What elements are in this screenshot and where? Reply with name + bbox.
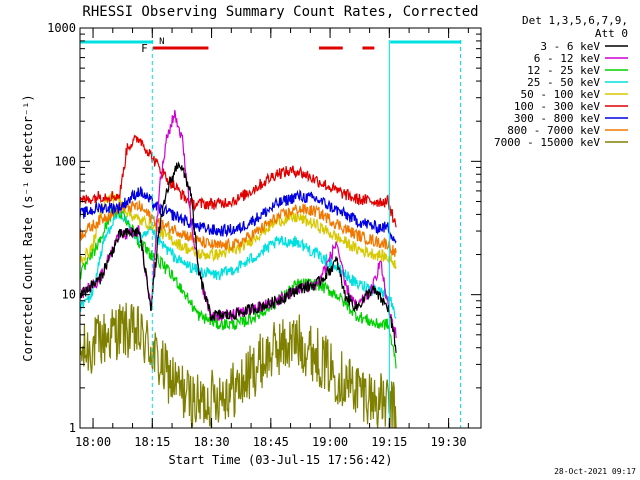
y-tick-label: 1 xyxy=(69,421,76,435)
y-tick-label: 1000 xyxy=(47,21,76,35)
y-tick-label: 10 xyxy=(62,288,76,302)
y-tick-label: 100 xyxy=(54,154,76,168)
x-tick-label: 19:15 xyxy=(371,435,407,449)
chart-title: RHESSI Observing Summary Count Rates, Co… xyxy=(82,4,478,20)
series-line-12-25-keV xyxy=(80,203,397,369)
legend-header: Det 1,3,5,6,7,9, xyxy=(522,14,628,27)
legend-entry-label: 300 - 800 keV xyxy=(514,112,600,125)
x-axis-label: Start Time (03-Jul-15 17:56:42) xyxy=(169,453,393,467)
legend-entry-label: 800 - 7000 keV xyxy=(507,124,600,137)
x-tick-label: 18:30 xyxy=(193,435,229,449)
series-line-7000-15000-keV xyxy=(80,302,397,428)
x-tick-label: 18:45 xyxy=(253,435,289,449)
legend-entry-label: 6 - 12 keV xyxy=(534,52,601,65)
series-group xyxy=(80,109,397,428)
x-tick-label: 18:15 xyxy=(134,435,170,449)
series-line-800-7000-keV xyxy=(80,200,397,257)
y-axis-label: Corrected Count Rate (s⁻¹ detector⁻¹) xyxy=(21,94,35,361)
x-tick-label: 18:00 xyxy=(75,435,111,449)
x-tick-label: 19:00 xyxy=(312,435,348,449)
legend-entry-label: 25 - 50 keV xyxy=(527,76,600,89)
footer-timestamp: 28-Oct-2021 09:17 xyxy=(554,467,636,476)
legend-entry-label: 3 - 6 keV xyxy=(540,40,600,53)
legend-entry-label: 50 - 100 keV xyxy=(521,88,601,101)
legend-entry-label: 12 - 25 keV xyxy=(527,64,600,77)
legend-entry-label: 100 - 300 keV xyxy=(514,100,600,113)
legend-entry-label: 7000 - 15000 keV xyxy=(494,136,600,149)
series-line-50-100-keV xyxy=(80,192,397,270)
night-bar-label: N xyxy=(159,37,164,47)
x-tick-label: 19:30 xyxy=(431,435,467,449)
plot-frame xyxy=(79,27,482,429)
series-line-300-800-keV xyxy=(80,186,397,244)
series-line-100-300-keV xyxy=(80,134,397,228)
flare-bar-label: F xyxy=(141,42,148,55)
legend-header-att: Att 0 xyxy=(595,27,628,40)
series-line-3-6-keV xyxy=(80,161,397,353)
